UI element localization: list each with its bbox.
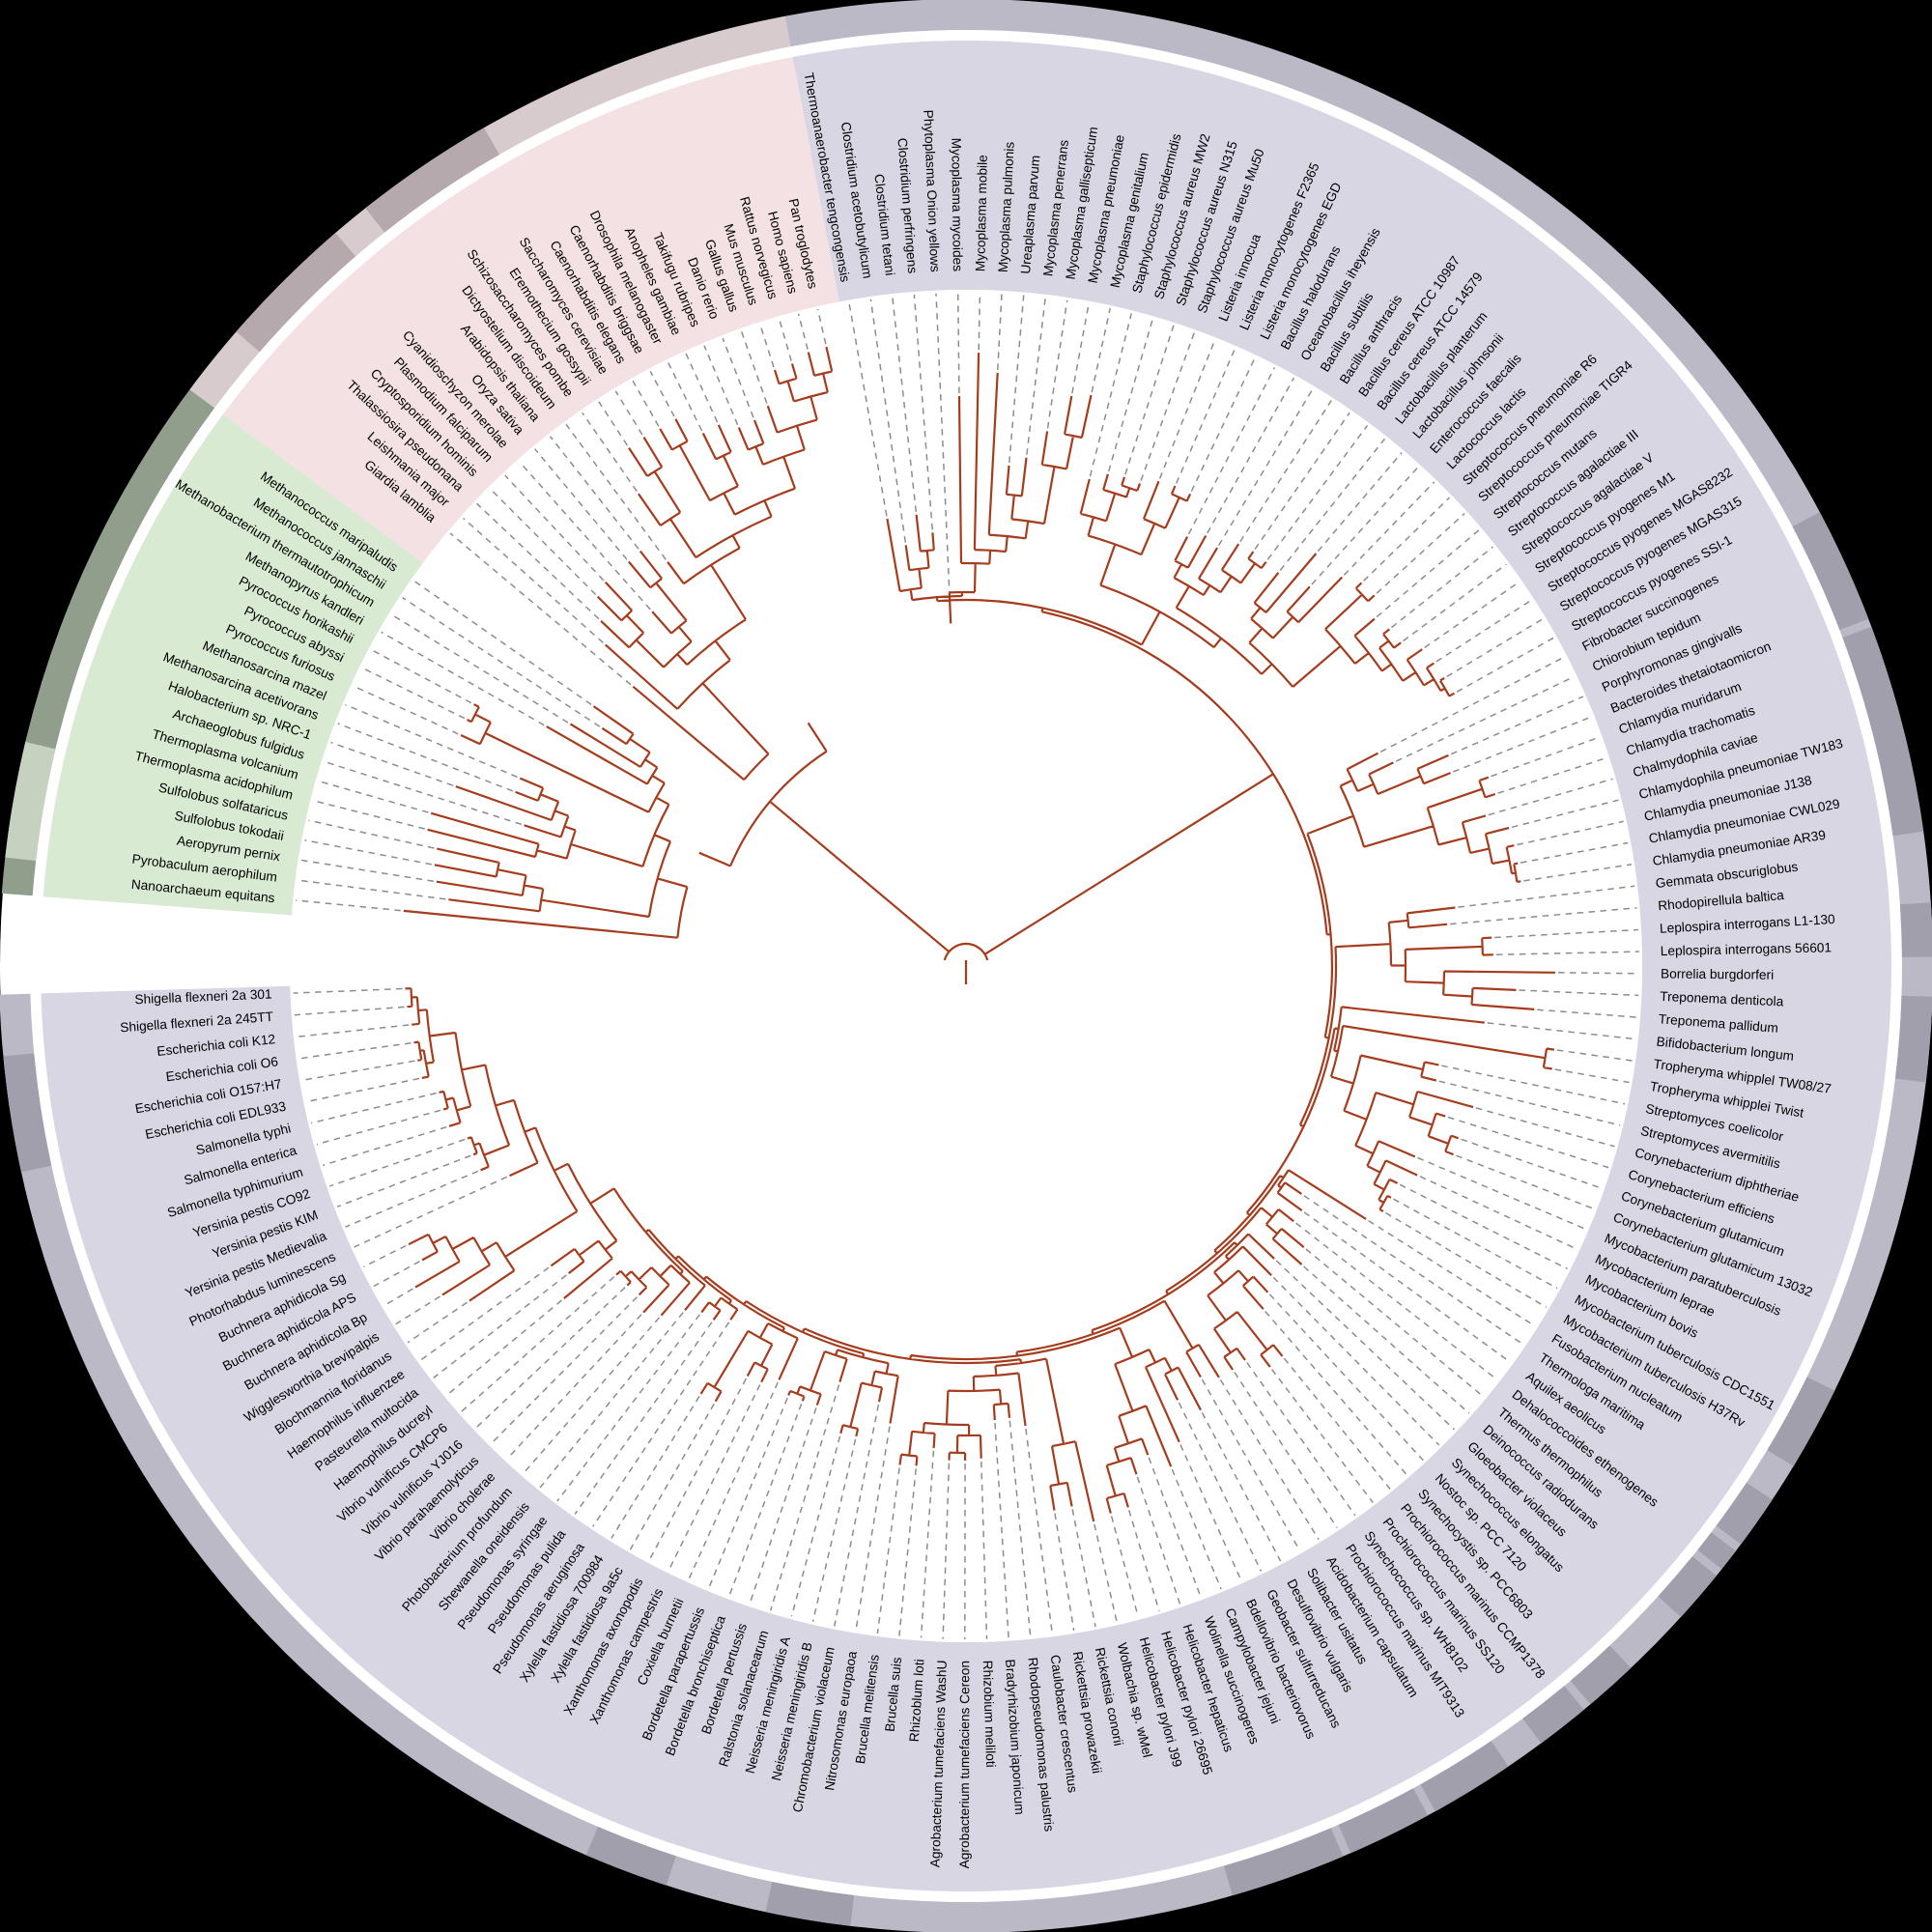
svg-text:Rhizoblum loti: Rhizoblum loti: [907, 1659, 927, 1743]
svg-text:Mycoplasma mobile: Mycoplasma mobile: [973, 155, 990, 271]
svg-text:Rhizobium meliloti: Rhizobium meliloti: [980, 1660, 998, 1767]
svg-text:Mycoplasma mycoides: Mycoplasma mycoides: [949, 138, 965, 272]
svg-text:Shigella flexneri 2a 301: Shigella flexneri 2a 301: [134, 987, 272, 1008]
svg-text:Agrobacterium tumefaciens Wash: Agrobacterium tumefaciens WashU: [927, 1660, 949, 1867]
svg-text:Agrobacterium tumefaciens Cere: Agrobacterium tumefaciens Cereon: [957, 1661, 972, 1868]
svg-text:Borrelia burgdorferi: Borrelia burgdorferi: [1661, 967, 1774, 982]
svg-text:Treponema denticola: Treponema denticola: [1660, 989, 1784, 1009]
svg-text:Phytoplasma Onion yellows: Phytoplasma Onion yellows: [921, 109, 942, 272]
svg-text:Mycoplasma pulmonis: Mycoplasma pulmonis: [996, 141, 1017, 272]
svg-text:Leplospira interrogans 56601: Leplospira interrogans 56601: [1661, 940, 1833, 958]
